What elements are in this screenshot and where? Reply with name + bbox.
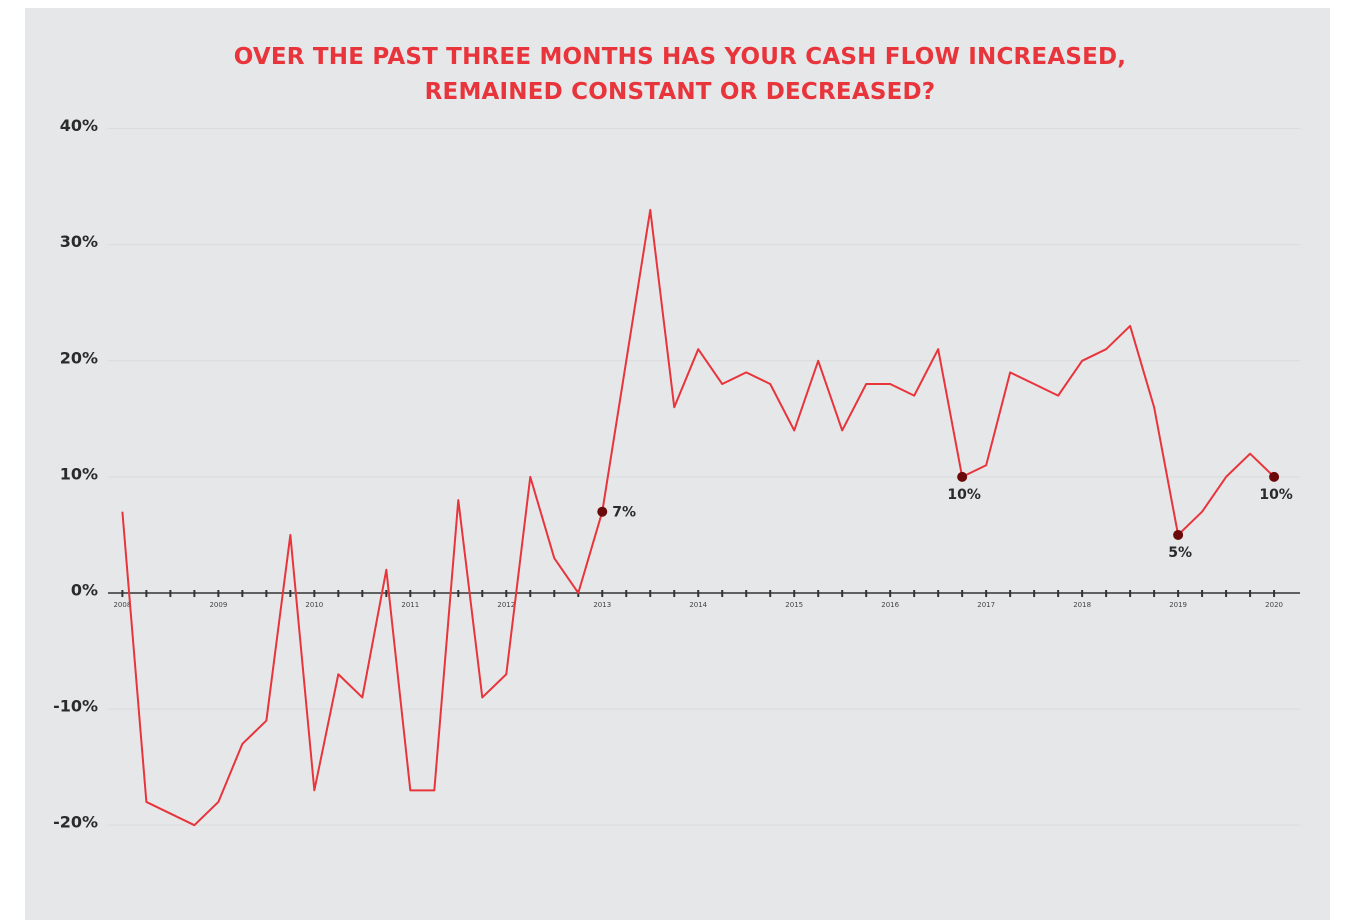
x-tick-label: 2015 — [785, 601, 803, 609]
data-point — [1269, 471, 1280, 482]
chart-title: OVER THE PAST THREE MONTHS HAS YOUR CASH… — [233, 44, 1127, 105]
data-label: 10% — [947, 487, 981, 503]
chart-panel — [25, 8, 1330, 920]
data-label: 10% — [1259, 487, 1293, 503]
x-tick-label: 2012 — [497, 601, 515, 609]
y-tick-label: 10% — [60, 464, 98, 483]
data-line — [121, 208, 1275, 827]
x-tick-label: 2019 — [1169, 601, 1187, 609]
data-point — [957, 471, 968, 482]
y-tick-label: 30% — [60, 232, 98, 251]
x-tick-label: 2008 — [113, 601, 131, 609]
x-tick-label: 2018 — [1073, 601, 1091, 609]
data-point — [1173, 529, 1184, 540]
data-label: 5% — [1168, 545, 1192, 561]
x-tick-label: 2011 — [401, 601, 419, 609]
y-tick-label: -20% — [53, 813, 98, 832]
y-tick-label: 0% — [71, 580, 98, 599]
x-tick-label: 2014 — [689, 601, 707, 609]
x-tick-label: 2016 — [881, 601, 899, 609]
x-tick-label: 2009 — [209, 601, 227, 609]
x-tick-label: 2020 — [1265, 601, 1283, 609]
data-point — [597, 506, 608, 517]
y-tick-label: 40% — [60, 116, 98, 135]
y-tick-label: -10% — [53, 697, 98, 716]
data-label: 7% — [612, 505, 636, 521]
x-tick-label: 2017 — [977, 601, 995, 609]
x-tick-label: 2013 — [593, 601, 611, 609]
y-tick-label: 20% — [60, 348, 98, 367]
x-tick-label: 2010 — [305, 601, 323, 609]
